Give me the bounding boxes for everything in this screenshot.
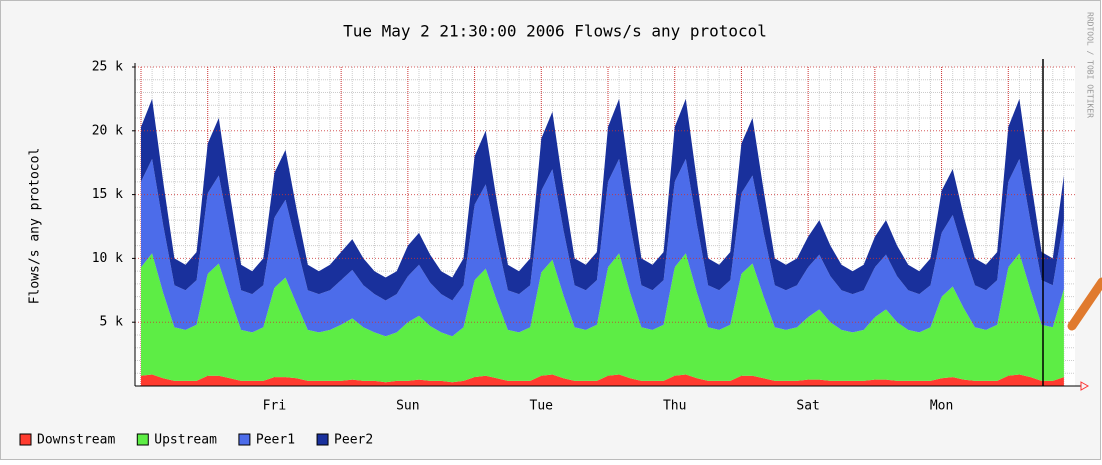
y-tick-label: 15 k [92, 187, 123, 202]
x-tick-label: Fri [263, 399, 286, 414]
legend: Downstream Upstream Peer1 Peer2 [19, 433, 373, 448]
legend-label: Peer1 [256, 433, 295, 448]
x-tick-label: Sat [796, 399, 819, 414]
areas [141, 98, 1064, 386]
area-1 [141, 253, 1064, 383]
x-tick-label: Mon [930, 399, 953, 414]
legend-swatch [238, 433, 251, 446]
y-tick-label: 25 k [92, 60, 123, 75]
x-tick-label: Sun [396, 399, 419, 414]
area-3 [141, 98, 1064, 301]
x-tick-label: Thu [663, 399, 686, 414]
x-tick-label: Tue [530, 399, 554, 414]
legend-swatch [19, 433, 32, 446]
legend-swatch [136, 433, 149, 446]
overlay: 5 k 10 k 15 k 20 k 25 k Fri Sun Tue Thu Sat Mon [92, 59, 1102, 414]
y-axis-label: Flows/s any protocol [28, 148, 43, 305]
legend-label: Downstream [37, 433, 115, 448]
cursor-mark [1067, 277, 1102, 331]
y-tick-label: 5 k [100, 315, 124, 330]
legend-label: Peer2 [334, 433, 373, 448]
side-text: RRDTOOL / TOBI OETIKER [1086, 12, 1095, 118]
area-2 [141, 158, 1064, 337]
legend-label: Upstream [154, 433, 217, 448]
x-axis-arrow [1080, 381, 1090, 391]
y-tick-label: 20 k [92, 123, 123, 138]
area-0 [141, 374, 1064, 386]
plot: 5 k 10 k 15 k 20 k 25 k Fri Sun Tue Thu Sat Mon [92, 59, 1102, 414]
legend-swatch [316, 433, 329, 446]
chart-title: Tue May 2 21:30:00 2006 Flows/s any prot… [343, 22, 767, 41]
y-tick-label: 10 k [92, 251, 123, 266]
